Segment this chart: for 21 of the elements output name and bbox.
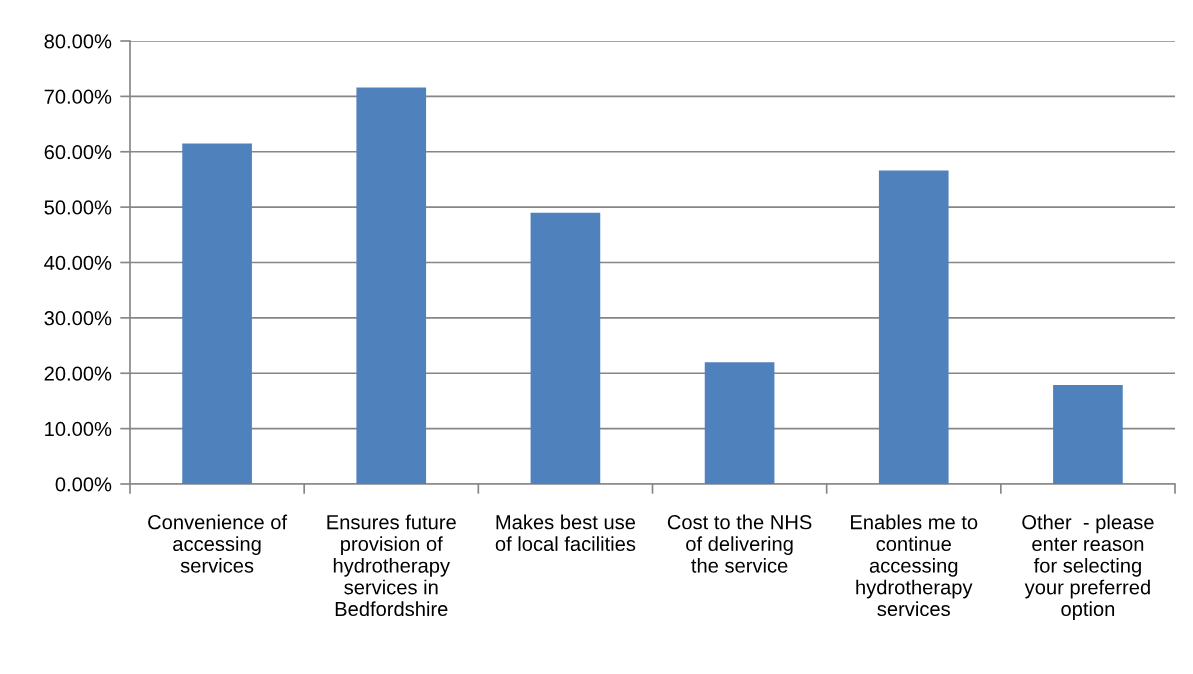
bar [704, 362, 775, 484]
y-tick-label: 70.00% [44, 89, 112, 104]
y-tick-label: 80.00% [44, 34, 112, 49]
y-tick-label: 20.00% [44, 366, 112, 381]
y-tick-label: 0.00% [55, 477, 112, 492]
y-tick-label: 60.00% [44, 144, 112, 160]
y-tick-label: 30.00% [44, 311, 112, 326]
x-tick-label: Enables me to continue accessing hydrotherapy services [851, 514, 978, 617]
x-tick-label: Ensures future provision of hydrotherapy services in Bedfordshire [327, 514, 456, 617]
bar [530, 212, 601, 484]
bar [356, 87, 427, 484]
bar [1053, 384, 1123, 484]
y-tick-label: 10.00% [45, 421, 112, 437]
x-tick-label: Cost to the NHS of delivering the service [667, 514, 812, 573]
x-tick-label: Makes best use of local facilities [495, 514, 636, 552]
bar [878, 170, 949, 484]
bar [182, 143, 252, 484]
y-tick-label: 40.00% [44, 255, 112, 270]
x-tick-label: Other - please enter reason for selecting your preferred option [1022, 514, 1154, 621]
y-tick-label: 50.00% [44, 200, 112, 215]
x-tick-label: Convenience of accessing services [148, 514, 288, 573]
